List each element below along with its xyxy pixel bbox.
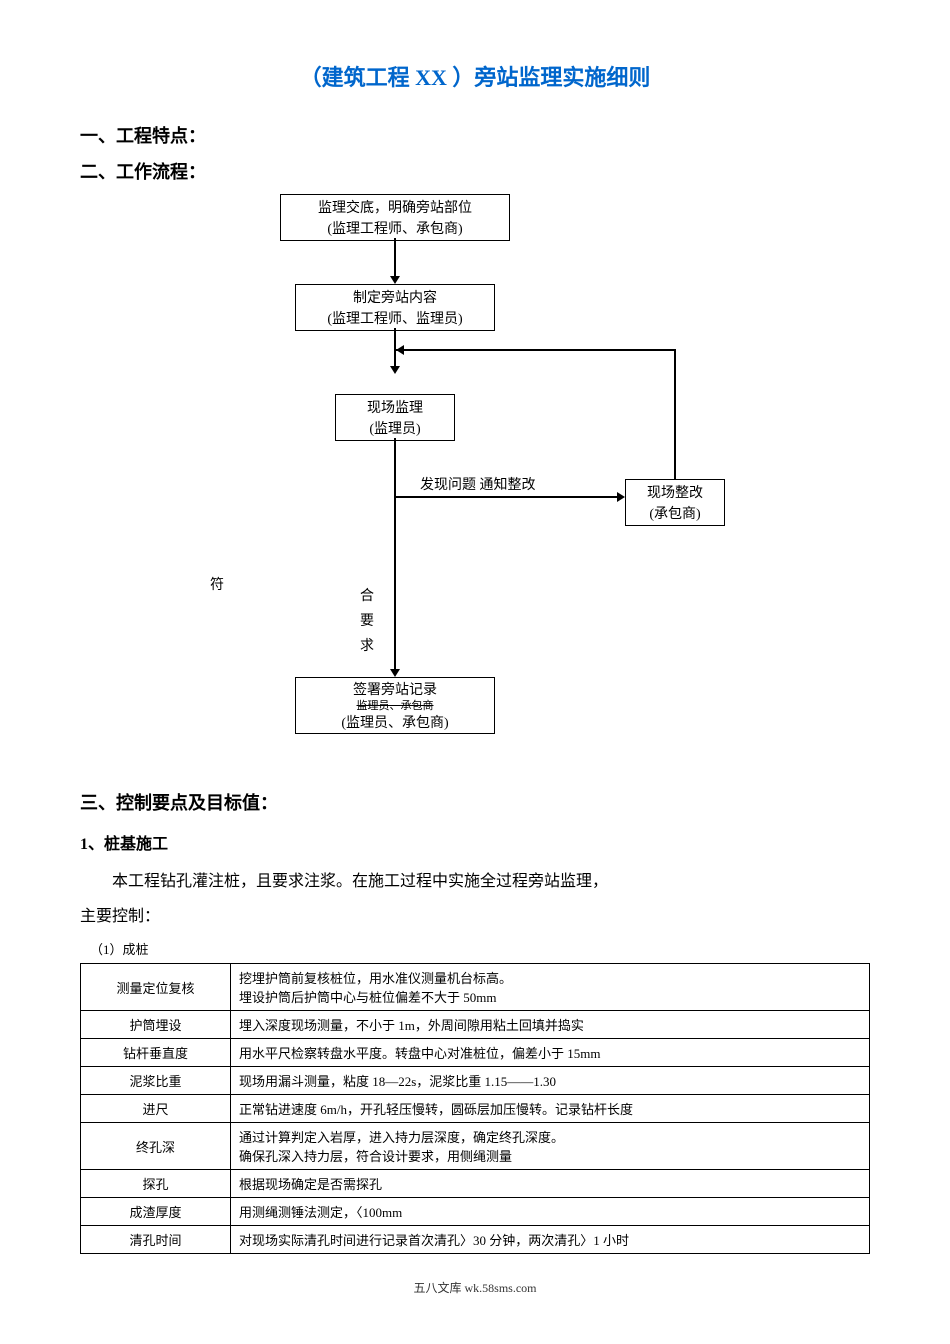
sub-1-header: 1、桩基施工 [80,830,870,854]
table-cell-content: 埋入深度现场测量，不小于 1m，外周间隙用粘土回填并捣实 [231,1011,870,1039]
table-cell-content: 用水平尺检察转盘水平度。转盘中心对准桩位，偏差小于 15mm [231,1039,870,1067]
section-2-header: 二、工作流程： [80,158,870,184]
section-3-header: 三、控制要点及目标值： [80,789,870,815]
vertical-label: 合 要 求 [360,584,374,660]
arrow-line-1 [394,238,396,278]
table-cell-content: 正常钻进速度 6m/h，开孔轻压慢转，圆砾层加压慢转。记录钻杆长度 [231,1095,870,1123]
table-row: 泥浆比重现场用漏斗测量，粘度 18—22s，泥浆比重 1.15——1.30 [81,1067,870,1095]
page-footer: 五八文库 wk.58sms.com [80,1279,870,1296]
fit-label: 符 [210,574,224,594]
table-row: 护筒埋设埋入深度现场测量，不小于 1m，外周间隙用粘土回填并捣实 [81,1011,870,1039]
page-title: （建筑工程 XX ）旁站监理实施细则 [80,60,870,92]
table-cell-label: 清孔时间 [81,1226,231,1254]
table-cell-label: 进尺 [81,1095,231,1123]
table-row: 钻杆垂直度用水平尺检察转盘水平度。转盘中心对准桩位，偏差小于 15mm [81,1039,870,1067]
arrow-line-5 [394,546,396,671]
table-cell-label: 泥浆比重 [81,1067,231,1095]
table-cell-label: 钻杆垂直度 [81,1039,231,1067]
table-cell-content: 通过计算判定入岩厚，进入持力层深度，确定终孔深度。确保孔深入持力层，符合设计要求… [231,1123,870,1170]
table-row: 终孔深通过计算判定入岩厚，进入持力层深度，确定终孔深度。确保孔深入持力层，符合设… [81,1123,870,1170]
table-cell-content: 根据现场确定是否需探孔 [231,1170,870,1198]
arrow-head-2 [390,366,400,374]
table-cell-content: 用测绳测锤法测定，〈100mm [231,1198,870,1226]
table-cell-content: 挖埋护筒前复核桩位，用水准仪测量机台标高。埋设护筒后护筒中心与桩位偏差不大于 5… [231,964,870,1011]
table-cell-label: 成渣厚度 [81,1198,231,1226]
flow-box-5-sub: (监理员、承包商) [295,711,495,734]
table-row: 成渣厚度用测绳测锤法测定，〈100mm [81,1198,870,1226]
feedback-horiz [396,349,676,351]
table-row: 探孔根据现场确定是否需探孔 [81,1170,870,1198]
body-text-2: 主要控制： [80,899,870,934]
table-cell-label: 终孔深 [81,1123,231,1170]
table-label: （1）成桩 [90,939,870,958]
flow-box-4-sub: (承包商) [625,501,725,526]
table-cell-content: 对现场实际清孔时间进行记录首次清孔〉30 分钟，两次清孔〉1 小时 [231,1226,870,1254]
arrow-head-5 [390,669,400,677]
arrow-line-3 [394,438,396,498]
table-cell-label: 测量定位复核 [81,964,231,1011]
feedback-arrow [396,345,404,355]
body-text-1: 本工程钻孔灌注桩，且要求注浆。在施工过程中实施全过程旁站监理， [80,864,870,899]
table-row: 测量定位复核挖埋护筒前复核桩位，用水准仪测量机台标高。埋设护筒后护筒中心与桩位偏… [81,964,870,1011]
section-1-header: 一、工程特点： [80,122,870,148]
table-cell-label: 护筒埋设 [81,1011,231,1039]
table-row: 进尺正常钻进速度 6m/h，开孔轻压慢转，圆砾层加压慢转。记录钻杆长度 [81,1095,870,1123]
arrow-line-right [394,496,619,498]
table-cell-label: 探孔 [81,1170,231,1198]
feedback-up [674,349,676,479]
arrow-head-right [617,492,625,502]
control-table: 测量定位复核挖埋护筒前复核桩位，用水准仪测量机台标高。埋设护筒后护筒中心与桩位偏… [80,963,870,1254]
arrow-line-4 [394,496,396,546]
table-cell-content: 现场用漏斗测量，粘度 18—22s，泥浆比重 1.15——1.30 [231,1067,870,1095]
workflow-flowchart: 监理交底，明确旁站部位 (监理工程师、承包商) 制定旁站内容 (监理工程师、监理… [80,194,870,774]
arrow-head-1 [390,276,400,284]
table-row: 清孔时间对现场实际清孔时间进行记录首次清孔〉30 分钟，两次清孔〉1 小时 [81,1226,870,1254]
problem-label: 发现问题 通知整改 [420,474,536,494]
